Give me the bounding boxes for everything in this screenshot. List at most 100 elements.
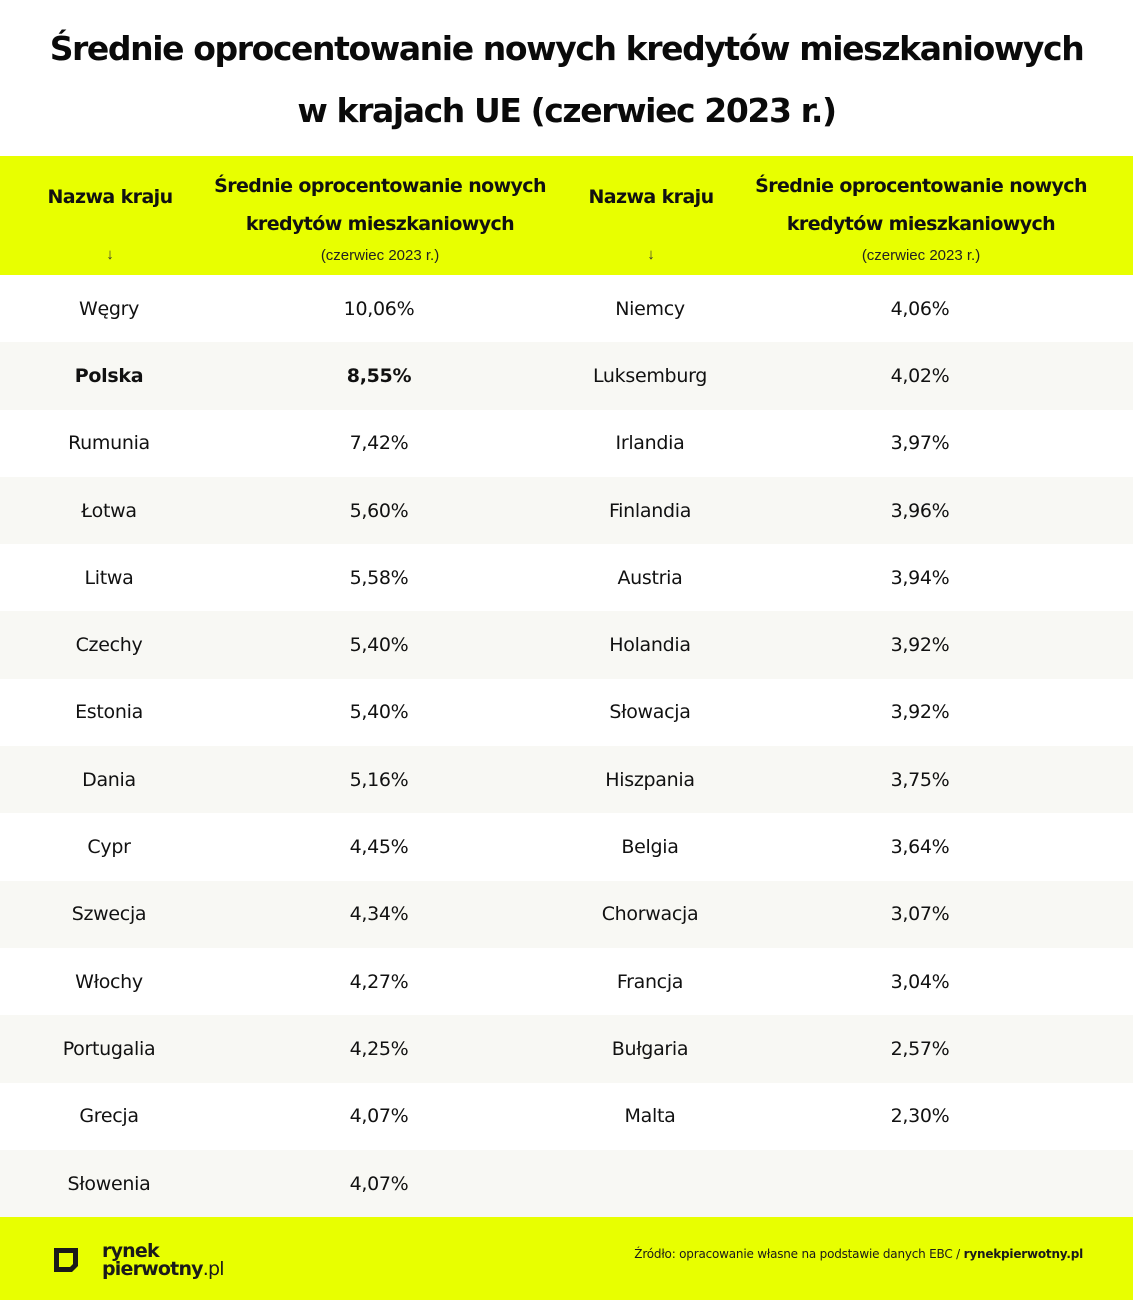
rate-value-left: 5,40% (349, 701, 409, 724)
brand-logo: rynek pierwotny.pl (50, 1239, 225, 1280)
country-name-right: Austria (617, 566, 683, 589)
country-name-right: Irlandia (615, 432, 685, 455)
rate-value-left: 8,55% (346, 364, 412, 387)
table-row: Litwa 5,58% Austria 3,94% (0, 544, 1133, 611)
country-name-left: Czechy (75, 634, 143, 657)
rate-value-right: 3,75% (890, 768, 950, 791)
rate-value-left: 5,60% (349, 499, 409, 522)
table-row: Polska 8,55% Luksemburg 4,02% (0, 342, 1133, 410)
rate-value-left: 4,25% (349, 1037, 409, 1060)
rate-value-right: 3,04% (890, 970, 950, 993)
country-name-left: Łotwa (81, 499, 137, 522)
country-name-right: Francja (616, 970, 684, 993)
country-name-left: Rumunia (68, 432, 150, 455)
rate-value-left: 5,58% (349, 566, 409, 589)
country-name-right: Finlandia (608, 499, 692, 522)
rate-value-right: 2,57% (890, 1037, 950, 1060)
country-name-left: Portugalia (62, 1037, 156, 1060)
rate-value-left: 4,27% (349, 970, 409, 993)
country-name-right: Niemcy (615, 297, 685, 320)
table-row: Czechy 5,40% Holandia 3,92% (0, 611, 1133, 679)
header-rate-left: Średnie oprocentowanie nowych kredytów m… (214, 156, 546, 275)
rate-value-right: 3,07% (890, 903, 950, 926)
country-name-right: Luksemburg (592, 364, 708, 387)
header-rate-period: (czerwiec 2023 r.) (320, 247, 440, 264)
sort-arrow-down-icon: ↓ (106, 246, 114, 263)
table-row: Słowenia 4,07% (0, 1149, 1133, 1218)
country-name-right: Hiszpania (605, 768, 695, 791)
rate-value-right: 3,96% (890, 499, 950, 522)
table-row: Estonia 5,40% Słowacja 3,92% (0, 679, 1133, 746)
table-header: Nazwa kraju ↓ Średnie oprocentowanie now… (0, 156, 1133, 275)
country-name-left: Cypr (87, 836, 131, 859)
table-row: Węgry 10,06% Niemcy 4,06% (0, 275, 1133, 342)
logo-line-1: rynek (102, 1239, 160, 1262)
rate-value-left: 7,42% (349, 432, 409, 455)
rate-value-right: 3,94% (890, 566, 950, 589)
page-title: Średnie oprocentowanie nowych kredytów m… (0, 0, 1133, 156)
country-name-left: Grecja (79, 1105, 139, 1128)
source-note: Źródło: opracowanie własne na podstawie … (634, 1247, 1083, 1261)
rate-value-left: 5,40% (349, 634, 409, 657)
logo-mark-icon (54, 1247, 78, 1272)
header-rate-label: Średnie oprocentowanie nowych kredytów m… (214, 167, 546, 243)
header-rate-line-2: kredytów mieszkaniowych (245, 213, 515, 235)
table-row: Włochy 4,27% Francja 3,04% (0, 948, 1133, 1015)
country-name-right: Bułgaria (611, 1037, 689, 1060)
country-name-right: Chorwacja (601, 903, 699, 926)
rate-value-right: 3,92% (890, 634, 950, 657)
country-name-left: Włochy (75, 970, 143, 993)
header-rate-line-1: Średnie oprocentowanie nowych (755, 175, 1087, 197)
rate-value-right: 3,64% (890, 836, 950, 859)
rate-value-left: 10,06% (343, 297, 415, 320)
source-text: Źródło: opracowanie własne na podstawie … (634, 1246, 964, 1261)
logo-suffix: .pl (202, 1257, 225, 1280)
table-row: Cypr 4,45% Belgia 3,64% (0, 813, 1133, 880)
country-name-left: Polska (74, 364, 144, 387)
country-name-left: Szwecja (71, 903, 147, 926)
rate-value-right: 2,30% (890, 1105, 950, 1128)
header-rate-line-2: kredytów mieszkaniowych (786, 213, 1056, 235)
table-body: Węgry 10,06% Niemcy 4,06% Polska 8,55% Luksemb… (0, 275, 1133, 1218)
header-country-label: Nazwa kraju (588, 186, 714, 208)
country-name-right: Malta (624, 1105, 676, 1128)
country-name-left: Dania (82, 768, 136, 791)
logo-text: rynek pierwotny.pl (102, 1239, 225, 1280)
header-rate-right: Średnie oprocentowanie nowych kredytów m… (755, 156, 1087, 275)
footer: rynek pierwotny.pl Źródło: opracowanie w… (0, 1217, 1133, 1300)
title-line-1: Średnie oprocentowanie nowych kredytów m… (49, 29, 1085, 68)
country-name-right: Holandia (609, 634, 691, 657)
rate-value-left: 5,16% (349, 768, 409, 791)
header-rate-label: Średnie oprocentowanie nowych kredytów m… (755, 167, 1087, 243)
logo-line-2: pierwotny (102, 1257, 204, 1280)
rate-value-right: 4,06% (890, 297, 950, 320)
table-row: Dania 5,16% Hiszpania 3,75% (0, 746, 1133, 814)
rate-value-left: 4,07% (349, 1105, 409, 1128)
rate-value-right: 3,97% (890, 432, 950, 455)
header-country-label: Nazwa kraju (47, 186, 173, 208)
country-name-left: Litwa (84, 566, 134, 589)
country-name-right: Słowacja (609, 701, 691, 724)
rates-table: Nazwa kraju ↓ Średnie oprocentowanie now… (0, 156, 1133, 1218)
country-name-right: Belgia (621, 836, 679, 859)
source-brand: rynekpierwotny.pl (963, 1246, 1084, 1261)
country-name-left: Węgry (78, 297, 140, 320)
rate-value-left: 4,45% (349, 836, 409, 859)
table-row: Grecja 4,07% Malta 2,30% (0, 1083, 1133, 1150)
header-rate-line-1: Średnie oprocentowanie nowych (214, 175, 546, 197)
table-row: Łotwa 5,60% Finlandia 3,96% (0, 476, 1133, 545)
header-country-left: Nazwa kraju ↓ (0, 156, 220, 275)
table-row: Szwecja 4,34% Chorwacja 3,07% (0, 880, 1133, 948)
header-country-right: Nazwa kraju ↓ (540, 156, 762, 275)
rate-value-left: 4,34% (349, 903, 409, 926)
table-row: Portugalia 4,25% Bułgaria 2,57% (0, 1015, 1133, 1083)
header-rate-period: (czerwiec 2023 r.) (861, 247, 981, 264)
rate-value-left: 4,07% (349, 1172, 409, 1195)
country-name-left: Estonia (75, 701, 143, 724)
table-row: Rumunia 7,42% Irlandia 3,97% (0, 410, 1133, 477)
rate-value-right: 4,02% (890, 364, 950, 387)
title-line-2: w krajach UE (czerwiec 2023 r.) (297, 91, 837, 130)
rate-value-right: 3,92% (890, 701, 950, 724)
sort-arrow-down-icon: ↓ (647, 246, 655, 263)
